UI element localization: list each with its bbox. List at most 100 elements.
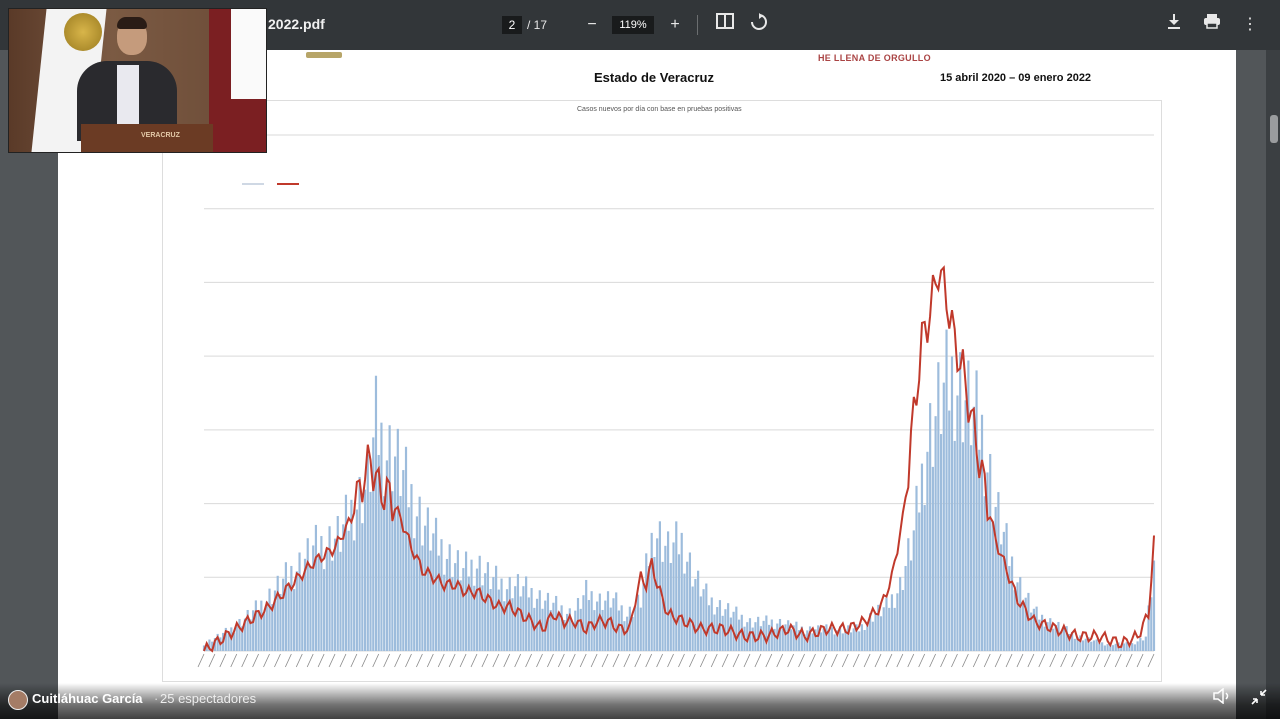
presenter-video[interactable]: VERACRUZ — [8, 8, 267, 153]
chart-bar — [1043, 626, 1046, 651]
chart-bar — [1090, 641, 1093, 651]
chart-bar — [404, 446, 408, 651]
chart-bar — [885, 597, 888, 651]
x-tick-mark — [1114, 653, 1122, 668]
chart-bar — [1079, 635, 1082, 651]
chart-bar — [765, 615, 768, 651]
x-tick-mark — [1125, 653, 1133, 668]
download-icon[interactable] — [1162, 13, 1186, 37]
chart-bar — [290, 565, 293, 651]
print-icon[interactable] — [1200, 13, 1224, 37]
chart-bar — [361, 523, 364, 651]
chart-bar — [811, 633, 814, 651]
scrollbar[interactable] — [1266, 50, 1280, 719]
streamer-avatar[interactable] — [8, 690, 28, 710]
chart-bar — [568, 608, 571, 651]
chart-bar — [844, 629, 847, 651]
chart-bar — [1081, 640, 1085, 651]
chart-bar — [1147, 605, 1150, 651]
x-tick-mark — [274, 653, 281, 668]
chart-bar — [1152, 560, 1156, 651]
chart-bar — [639, 607, 642, 651]
chart-bar — [1035, 606, 1038, 651]
chart-bar — [1141, 640, 1145, 651]
chart-bar — [759, 626, 762, 651]
more-icon[interactable]: ⋮ — [1242, 16, 1258, 33]
chart-bar — [825, 624, 828, 651]
chart-bar — [333, 538, 337, 651]
x-tick-mark — [678, 653, 685, 668]
chart-bar — [956, 395, 959, 651]
x-tick-mark — [710, 653, 718, 668]
chart-bar — [292, 589, 296, 651]
exit-fullscreen-icon[interactable] — [1248, 688, 1270, 710]
chart-bar — [814, 629, 817, 651]
chart-bar — [972, 406, 975, 651]
chart-bar — [789, 629, 793, 651]
chart-bar — [552, 602, 555, 651]
chart-bar — [626, 616, 629, 651]
chart-bar — [1046, 622, 1049, 651]
chart-bar — [939, 434, 943, 651]
x-tick-mark — [612, 653, 620, 668]
chart-bar — [929, 403, 932, 651]
chart-bar — [877, 604, 880, 651]
chart-bar — [986, 472, 989, 651]
x-tick-mark — [1060, 653, 1068, 668]
streamer-name[interactable]: Cuitláhuac García — [32, 691, 143, 706]
chart-bar — [656, 538, 659, 651]
rotate-icon[interactable] — [747, 13, 771, 37]
chart-bar — [511, 598, 514, 651]
chart-bar — [778, 618, 782, 651]
chart-bar — [653, 557, 656, 651]
chart-bar — [323, 569, 326, 651]
chart-bar — [224, 627, 227, 651]
x-tick-mark — [689, 653, 696, 668]
chart-bar — [582, 595, 585, 651]
page-number-input[interactable]: 2 — [502, 16, 522, 34]
chart-bar — [964, 400, 967, 651]
chart-bar — [1062, 628, 1066, 651]
x-tick-mark — [721, 653, 729, 668]
x-tick-mark — [994, 653, 1002, 668]
x-tick-mark — [437, 653, 445, 668]
x-tick-mark — [743, 653, 751, 668]
chart-bar — [1071, 632, 1074, 651]
scrollbar-thumb[interactable] — [1270, 115, 1278, 143]
chart-bar — [909, 560, 913, 651]
chart-bar — [320, 536, 323, 651]
chart-bar — [852, 628, 855, 651]
chart-bar — [751, 627, 754, 651]
chart-bar — [560, 605, 563, 651]
page-banner-text: HE LLENA DE ORGULLO — [818, 53, 931, 63]
chart-bar — [1101, 642, 1104, 651]
chart-bar — [920, 463, 924, 651]
chart-bar — [478, 555, 481, 651]
chart-bar — [437, 555, 440, 651]
zoom-level-input[interactable]: 119% — [612, 16, 654, 34]
chart-bar — [1095, 639, 1098, 651]
chart-bar — [519, 596, 522, 651]
chart-bar — [754, 622, 757, 651]
chart-bar — [489, 589, 492, 651]
page-title: Estado de Veracruz — [594, 70, 714, 85]
x-tick-mark — [787, 653, 795, 668]
zoom-in-icon[interactable]: + — [670, 16, 680, 33]
chart-bar — [948, 410, 951, 651]
chart-bar — [440, 539, 443, 651]
volume-icon[interactable] — [1212, 687, 1234, 710]
chart-bar — [666, 531, 670, 651]
chart-bar — [486, 562, 489, 651]
x-tick-mark — [1049, 653, 1057, 668]
chart-bar — [339, 551, 342, 651]
fit-page-icon[interactable] — [713, 13, 737, 37]
chart-bar — [724, 609, 727, 651]
x-tick-mark — [525, 653, 532, 668]
x-tick-mark — [557, 653, 565, 668]
chart-bar — [1030, 612, 1033, 651]
chart-bar — [1076, 637, 1079, 651]
x-tick-mark — [874, 653, 882, 668]
chart-bar — [767, 624, 771, 651]
x-tick-mark — [306, 653, 314, 668]
zoom-out-icon[interactable]: − — [587, 16, 597, 33]
